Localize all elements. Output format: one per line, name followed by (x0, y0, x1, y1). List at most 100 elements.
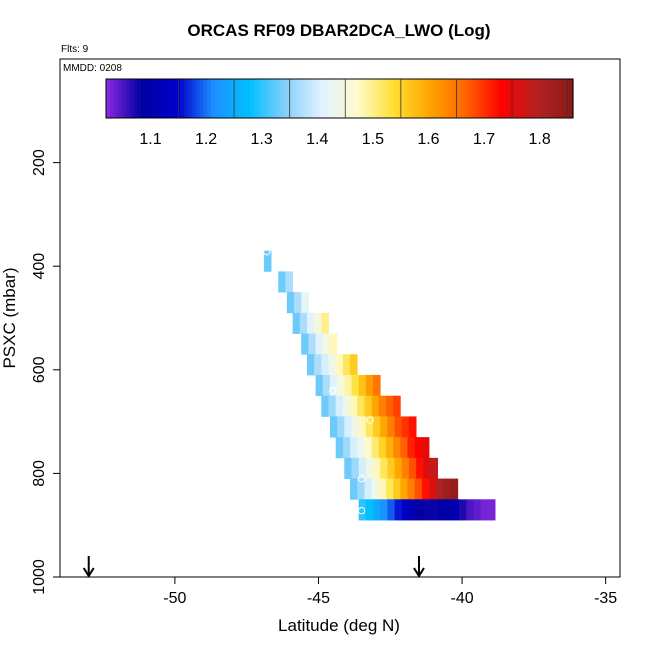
colorbar-tick-label: 1.3 (251, 131, 273, 148)
heatmap-cell (350, 364, 358, 376)
heatmap-cell (385, 395, 394, 407)
heatmap-cell (328, 406, 337, 417)
heatmap-cell (385, 406, 394, 417)
y-tick-label: 1000 (31, 559, 48, 595)
heatmap-cell (344, 374, 352, 386)
colorbar-segment (541, 79, 547, 118)
heatmap-cell (387, 509, 395, 521)
data-marker (461, 477, 469, 486)
heatmap-cell (487, 509, 496, 521)
heatmap-cell (342, 447, 351, 459)
colorbar-segment (214, 79, 220, 118)
heatmap-cell (473, 499, 482, 511)
heatmap-cell (387, 457, 395, 469)
heatmap-cell (358, 468, 367, 479)
heatmap-cell (407, 488, 416, 500)
heatmap-cell (480, 499, 489, 511)
y-axis-label: PSXC (mbar) (0, 267, 19, 368)
heatmap-cell (364, 488, 372, 500)
colorbar-segment (211, 79, 216, 118)
heatmap-cell (401, 416, 410, 428)
colorbar-segment (456, 79, 461, 118)
heatmap-cell (328, 364, 337, 376)
heatmap-cell (378, 488, 387, 500)
heatmap-cell (357, 447, 365, 459)
colorbar-segment (514, 79, 520, 118)
heatmap-cell (286, 292, 295, 303)
heatmap-cell (430, 468, 439, 479)
heatmap-cell (414, 488, 423, 500)
heatmap-cell (380, 468, 388, 479)
colorbar-segment (557, 79, 562, 118)
colorbar-segment (351, 79, 356, 118)
heatmap-cells (263, 250, 496, 521)
colorbar-segment (160, 79, 165, 118)
heatmap-cell (421, 447, 430, 459)
heatmap-cell (350, 395, 358, 407)
heatmap-cell (466, 509, 474, 521)
colorbar-segment (495, 79, 500, 118)
heatmap-cell (371, 406, 380, 417)
colorbar-segment (121, 79, 127, 118)
heatmap-cell (385, 488, 394, 500)
heatmap-cell (344, 426, 352, 438)
heatmap-cell (335, 364, 344, 376)
colorbar-segment (195, 79, 200, 118)
heatmap-cell (393, 406, 401, 417)
heatmap-cell (373, 385, 381, 397)
heatmap-cell (278, 271, 286, 283)
heatmap-cell (400, 488, 408, 500)
heatmap-cell (423, 509, 431, 521)
flight-arrows (82, 556, 425, 578)
heatmap-cell (321, 364, 329, 376)
heatmap-cell (423, 499, 431, 511)
data-marker (357, 474, 366, 483)
heatmap-cell (373, 457, 381, 469)
heatmap-cell (450, 488, 459, 500)
heatmap-cell (328, 354, 337, 366)
heatmap-cell (378, 478, 387, 490)
colorbar-segment (401, 79, 407, 118)
colorbar-segment (545, 79, 551, 118)
colorbar-segment (487, 79, 492, 118)
data-marker (366, 416, 374, 424)
x-axis-label: Latitude (deg N) (278, 616, 400, 635)
heatmap-cell (344, 385, 352, 397)
heatmap-cell (342, 406, 351, 417)
heatmap-cell (322, 333, 331, 345)
heatmap-cell (378, 437, 387, 448)
heatmap-cell (306, 323, 315, 334)
heatmap-cell (444, 509, 453, 521)
colorbar-segment (553, 79, 559, 118)
y-tick-label: 200 (31, 149, 48, 176)
colorbar-segment (288, 79, 294, 118)
heatmap-cell (337, 416, 345, 428)
colorbar-segment (230, 79, 236, 118)
x-axis: -50 -45 -40 -35 (163, 577, 617, 607)
colorbar-segment (549, 79, 555, 118)
colorbar-segment (281, 79, 286, 118)
colorbar-segment (471, 79, 477, 118)
heatmap-cell (301, 302, 309, 314)
heatmap-cell (443, 488, 451, 500)
heatmap-cell (350, 406, 358, 417)
heatmap-cell (286, 302, 295, 314)
heatmap-cell (373, 416, 381, 428)
date-label: MMDD: 0208 (63, 63, 122, 74)
colorbar-frame (105, 78, 574, 119)
heatmap-cell (394, 509, 403, 521)
heatmap-cell (350, 354, 358, 366)
arrow-head (413, 567, 425, 578)
heatmap-cell (358, 499, 367, 511)
heatmap-cell (380, 509, 388, 521)
colorbar-segment (378, 79, 383, 118)
colorbar-segment (366, 79, 372, 118)
heatmap-cell (301, 333, 309, 345)
heatmap-cell (306, 354, 315, 366)
colorbar-segment (312, 79, 317, 118)
heatmap-cell (444, 499, 453, 511)
heatmap-cell (371, 437, 380, 448)
colorbar-segment (561, 79, 566, 118)
heatmap-cell (337, 374, 345, 386)
heatmap-cell (358, 426, 367, 438)
